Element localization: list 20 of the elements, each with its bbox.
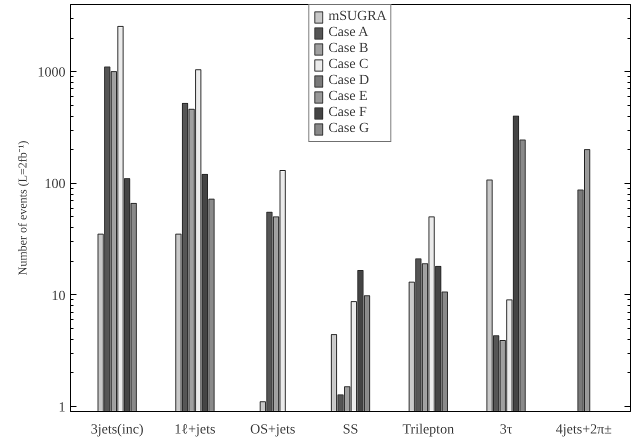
x-tick-label: 1ℓ+jets xyxy=(174,422,216,438)
x-tick-label: OS+jets xyxy=(250,422,296,438)
legend-label: mSUGRA xyxy=(328,9,387,25)
legend-label: Case D xyxy=(328,73,370,89)
x-tick-label: SS xyxy=(342,422,358,438)
legend-label: Case F xyxy=(328,105,367,121)
y-tick-label: 1000 xyxy=(38,66,66,81)
legend-label: Case B xyxy=(328,41,368,57)
legend-label: Case C xyxy=(328,57,368,73)
legend-label: Case G xyxy=(328,121,370,137)
y-tick-label: 1 xyxy=(58,400,66,416)
legend-label: Case E xyxy=(328,89,368,105)
x-tick-label: 4jets+2π± xyxy=(556,422,612,438)
x-tick-label: Trilepton xyxy=(402,422,454,438)
legend-label: Case A xyxy=(328,25,368,41)
x-tick-label: 3jets(inc) xyxy=(90,422,144,438)
x-tick-label: 3τ xyxy=(500,422,513,438)
y-tick-label: 10 xyxy=(52,288,66,304)
y-axis-title: Number of events (L=2fb⁻¹) xyxy=(16,140,30,276)
y-tick-label: 100 xyxy=(44,177,66,192)
